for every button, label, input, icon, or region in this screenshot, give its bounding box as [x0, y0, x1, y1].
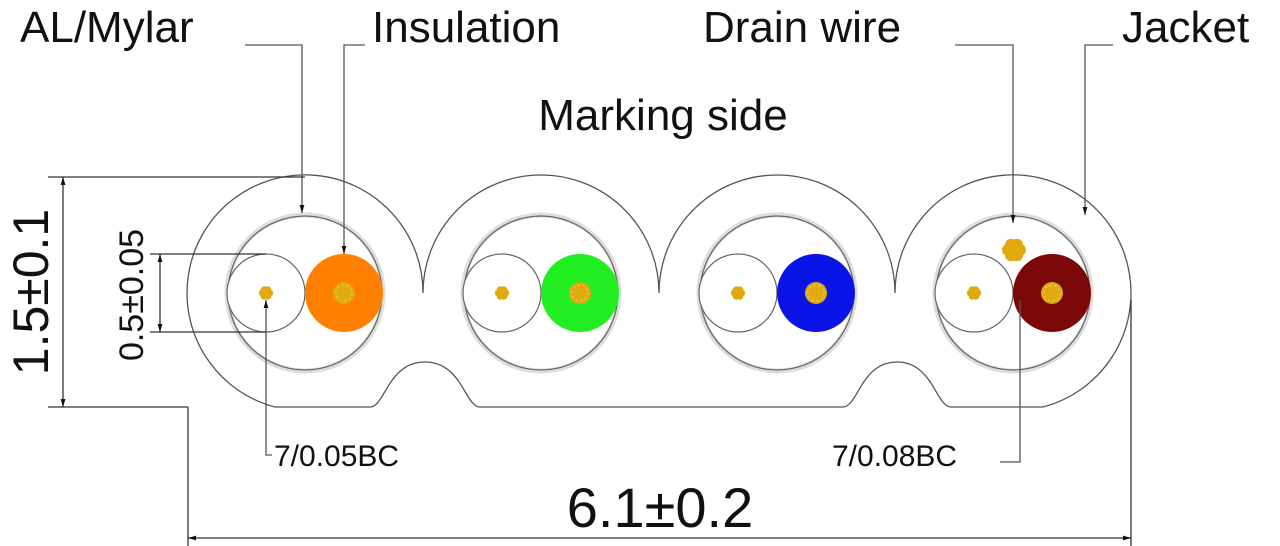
- leader-jacket: [1082, 44, 1113, 215]
- dimension-height-label: 1.5±0.1: [3, 209, 59, 375]
- dimension-width: 6.1±0.2: [187, 300, 1132, 546]
- label-conductor-drain: 7/0.08BC: [832, 440, 957, 473]
- label-insulation: Insulation: [372, 3, 560, 52]
- dimension-insulation: 0.5±0.05: [113, 229, 266, 361]
- label-drain-wire: Drain wire: [703, 3, 901, 52]
- twisted-pair-4: [932, 212, 1094, 374]
- label-jacket: Jacket: [1122, 3, 1249, 52]
- leader-insulation: [341, 44, 365, 254]
- leader-conductor-small: [263, 300, 272, 456]
- twisted-pair-3: [696, 212, 858, 374]
- conductor-white: [730, 286, 746, 300]
- drain-wire: [1002, 238, 1026, 262]
- leader-conductor-drain: [1000, 300, 1021, 463]
- leader-al-mylar: [245, 44, 305, 213]
- label-al-mylar: AL/Mylar: [20, 3, 194, 52]
- twisted-pair-1: [224, 212, 386, 374]
- dimension-width-label: 6.1±0.2: [567, 476, 753, 539]
- twisted-pair-2: [460, 212, 622, 374]
- conductor-white: [258, 286, 274, 300]
- label-conductor-small: 7/0.05BC: [274, 440, 399, 473]
- label-marking-side: Marking side: [538, 91, 787, 140]
- conductor-white: [494, 286, 510, 300]
- dimension-height: 1.5±0.1: [3, 176, 305, 408]
- conductor-white: [966, 286, 982, 300]
- dimension-insulation-label: 0.5±0.05: [113, 229, 151, 361]
- leader-drain-wire: [955, 44, 1016, 223]
- conductor-colored: [333, 282, 355, 304]
